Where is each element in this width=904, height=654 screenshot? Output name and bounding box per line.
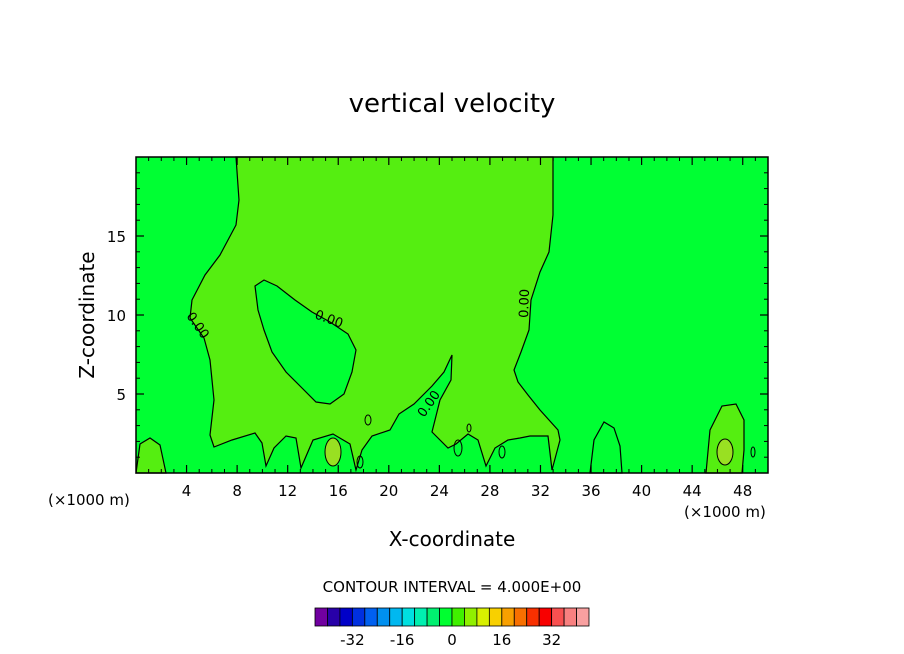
x-unit-label-right: (×1000 m) (684, 503, 766, 521)
x-tick-label: 24 (430, 482, 449, 500)
small-contour-3 (364, 414, 372, 426)
x-tick-label: 4 (182, 482, 192, 500)
y-tick-label: 15 (107, 228, 126, 246)
colorbar-swatch (389, 607, 403, 627)
colorbar (314, 607, 590, 627)
colorbar-swatch (538, 607, 553, 627)
small-contour-6 (750, 446, 756, 458)
contour-label-3: 0.00 (517, 289, 533, 318)
strong-blob-1 (324, 437, 342, 467)
x-tick-label: 20 (379, 482, 398, 500)
colorbar-swatch (314, 607, 328, 627)
colorbar-swatch (563, 607, 577, 627)
colorbar-swatch (401, 607, 416, 627)
x-tick-label: 44 (683, 482, 702, 500)
colorbar-swatch (551, 607, 565, 627)
x-tick-label: 32 (531, 482, 550, 500)
inner-pocket-region (254, 279, 357, 405)
colorbar-tick-label: 0 (447, 631, 457, 649)
colorbar-swatch (426, 607, 440, 627)
chart-title: vertical velocity (349, 89, 556, 119)
x-tick-label: 40 (632, 482, 651, 500)
colorbar-swatch (376, 607, 391, 627)
x-axis-ticks: 4 8 12 16 20 24 28 32 36 40 44 48 (148, 157, 756, 500)
zero-band-region (189, 156, 561, 473)
colorbar-ticks: -32 -16 0 16 32 (340, 631, 561, 649)
colorbar-swatch (451, 607, 465, 627)
colorbar-tick-label: 16 (492, 631, 511, 649)
x-unit-label-left: (×1000 m) (48, 491, 130, 509)
colorbar-tick-label: 32 (542, 631, 561, 649)
colorbar-swatch (513, 607, 528, 627)
colorbar-swatch (501, 607, 515, 627)
x-tick-label: 12 (278, 482, 297, 500)
y-axis-label: Z-coordinate (75, 251, 99, 378)
small-contour-2 (498, 445, 506, 459)
y-tick-label: 10 (107, 307, 126, 325)
strong-blob-2 (716, 438, 734, 466)
y-tick-label: 5 (116, 386, 126, 404)
colorbar-tick-label: -32 (340, 631, 365, 649)
colorbar-swatch (576, 607, 590, 627)
colorbar-swatch (526, 607, 540, 627)
colorbar-swatch (476, 607, 490, 627)
colorbar-swatch (339, 607, 353, 627)
small-contour-1 (453, 439, 463, 457)
x-axis-label: X-coordinate (389, 527, 516, 551)
x-tick-label: 28 (480, 482, 499, 500)
x-tick-label: 16 (329, 482, 348, 500)
x-tick-label: 36 (581, 482, 600, 500)
colorbar-swatch (439, 607, 453, 627)
small-contour-4 (356, 455, 364, 469)
y-axis-ticks: 5 10 15 (107, 172, 768, 458)
colorbar-swatch (364, 607, 378, 627)
colorbar-swatch (488, 607, 503, 627)
small-contour-5 (466, 423, 472, 433)
x-tick-label: 48 (733, 482, 752, 500)
x-tick-label: 8 (232, 482, 242, 500)
colorbar-tick-label: -16 (390, 631, 415, 649)
colorbar-swatch (414, 607, 428, 627)
colorbar-swatch (464, 607, 478, 627)
colorbar-swatch (351, 607, 366, 627)
colorbar-swatch (327, 607, 341, 627)
contour-interval-text: CONTOUR INTERVAL = 4.000E+00 (323, 578, 582, 596)
